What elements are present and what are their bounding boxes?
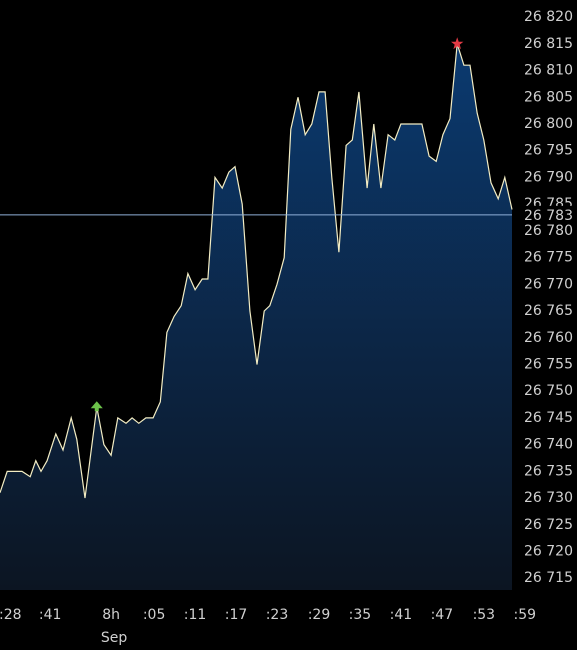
- y-tick-label: 26 735: [524, 463, 573, 479]
- y-tick-label: 26 760: [524, 330, 573, 346]
- y-tick-label: 26 810: [524, 63, 573, 79]
- y-tick-label: 26 815: [524, 36, 573, 52]
- x-tick-label: :53: [473, 607, 496, 623]
- x-tick-label: 8h: [102, 607, 120, 623]
- x-tick-label: :17: [225, 607, 248, 623]
- y-tick-label: 26 770: [524, 276, 573, 292]
- y-tick-label: 26 720: [524, 544, 573, 560]
- y-tick-label: 26 730: [524, 490, 573, 506]
- x-tick-label: :29: [308, 607, 331, 623]
- y-tick-label: 26 755: [524, 356, 573, 372]
- y-tick-label: 26 790: [524, 169, 573, 185]
- x-tick-label: :05: [143, 607, 166, 623]
- y-tick-label: 26 805: [524, 89, 573, 105]
- y-tick-label: 26 740: [524, 437, 573, 453]
- y-tick-label: 26 820: [524, 9, 573, 25]
- x-tick-label: :41: [39, 607, 62, 623]
- y-tick-label: 26 780: [524, 223, 573, 239]
- x-tick-label: :35: [349, 607, 372, 623]
- x-tick-label: :23: [266, 607, 289, 623]
- y-tick-label: 26 775: [524, 250, 573, 266]
- y-tick-label: 26 725: [524, 517, 573, 533]
- y-tick-label: 26 795: [524, 143, 573, 159]
- area-fill: [0, 43, 512, 591]
- y-tick-label: 26 800: [524, 116, 573, 132]
- y-tick-label: 26 765: [524, 303, 573, 319]
- last-price-box: [513, 205, 577, 224]
- x-tick-label: :41: [390, 607, 413, 623]
- y-tick-label: 26 745: [524, 410, 573, 426]
- x-tick-label: :47: [431, 607, 454, 623]
- x-tick-label: :11: [184, 607, 207, 623]
- last-price-label: 26 783: [524, 208, 573, 224]
- x-tick-sublabel: Sep: [101, 630, 128, 646]
- y-tick-label: 26 715: [524, 570, 573, 586]
- arrow-marker: [90, 401, 103, 412]
- y-tick-label: 26 750: [524, 383, 573, 399]
- star-marker: [451, 37, 464, 50]
- x-tick-label: :59: [514, 607, 537, 623]
- x-tick-label: :28: [0, 607, 22, 623]
